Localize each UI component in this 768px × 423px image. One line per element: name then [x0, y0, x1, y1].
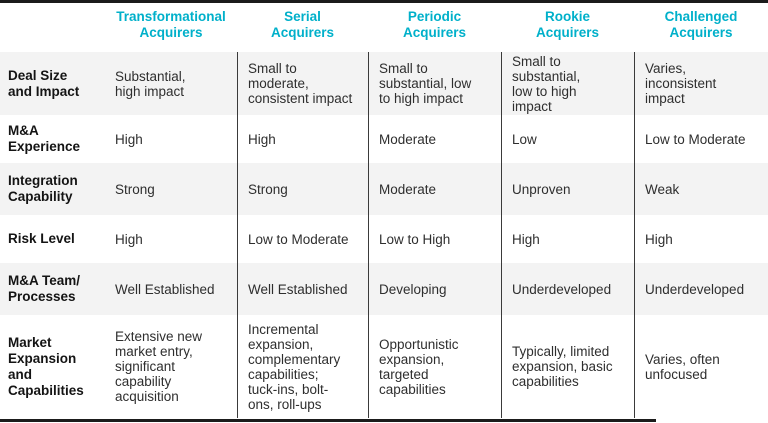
cell-ma-experience-serial: High — [237, 115, 368, 163]
cell-deal-size-rookie: Small to substantial, low to high impact — [501, 52, 634, 115]
cell-market-rookie: Typically, limited expansion, basic capa… — [501, 315, 634, 418]
cell-ma-experience-challenged: Low to Moderate — [634, 115, 768, 163]
cell-risk-challenged: High — [634, 215, 768, 263]
cell-team-rookie: Underdeveloped — [501, 263, 634, 315]
cell-risk-rookie: High — [501, 215, 634, 263]
cell-risk-transformational: High — [115, 231, 143, 247]
cell-deal-size-challenged: Varies, inconsistent impact — [634, 52, 768, 115]
column-header-periodic: Periodic Acquirers — [402, 8, 467, 40]
row-label-ma-team-processes: M&A Team/ Processes — [0, 263, 105, 315]
row-label-ma-experience: M&A Experience — [8, 123, 81, 154]
cell-ma-experience-periodic: Moderate — [368, 115, 501, 163]
cell-team-transformational: Well Established — [105, 263, 237, 315]
cell-team-periodic: Developing — [368, 263, 501, 315]
cell-integration-rookie: Unproven — [501, 163, 634, 215]
cell-team-challenged: Underdeveloped — [634, 263, 768, 315]
row-label-integration-capability: Integration Capability — [0, 163, 105, 215]
cell-integration-transformational: Strong — [105, 163, 237, 215]
row-label-market-expansion: Market Expansion and Capabilities — [8, 334, 84, 398]
table-grid: Transformational Acquirers Serial Acquir… — [0, 3, 768, 418]
cell-risk-serial: Low to Moderate — [237, 215, 368, 263]
cell-deal-size-periodic: Small to substantial, low to high impact — [368, 52, 501, 115]
cell-risk-periodic: Low to High — [368, 215, 501, 263]
column-header-transformational: Transformational Acquirers — [116, 8, 226, 40]
cell-market-challenged: Varies, often unfocused — [634, 315, 768, 418]
cell-market-serial: Incremental expansion, complementary cap… — [237, 315, 368, 418]
cell-market-transformational: Extensive new market entry, significant … — [115, 329, 203, 404]
cell-integration-periodic: Moderate — [368, 163, 501, 215]
top-border-bar — [0, 0, 768, 3]
cell-market-periodic: Opportunistic expansion, targeted capabi… — [368, 315, 501, 418]
column-header-challenged: Challenged Acquirers — [664, 8, 738, 40]
column-header-rookie: Rookie Acquirers — [535, 8, 600, 40]
cell-integration-challenged: Weak — [634, 163, 768, 215]
column-header-serial: Serial Acquirers — [270, 8, 335, 40]
cell-deal-size-serial: Small to moderate, consistent impact — [237, 52, 368, 115]
row-label-deal-size: Deal Size and Impact — [0, 52, 105, 115]
cell-deal-size-transformational: Substantial, high impact — [105, 52, 237, 115]
cell-ma-experience-rookie: Low — [501, 115, 634, 163]
corner-cell — [0, 3, 105, 52]
cell-team-serial: Well Established — [237, 263, 368, 315]
cell-integration-serial: Strong — [237, 163, 368, 215]
row-label-risk-level: Risk Level — [8, 231, 75, 246]
bottom-border-bar — [0, 419, 656, 422]
cell-ma-experience-transformational: High — [115, 131, 143, 147]
